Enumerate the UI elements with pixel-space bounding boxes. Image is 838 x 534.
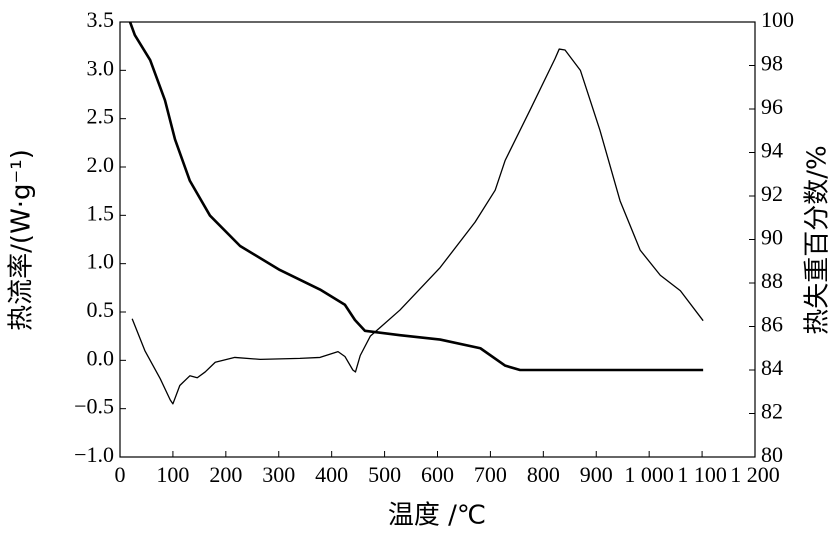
y2-tick-label: 90 [761,225,783,250]
x-tick-label: 200 [209,462,242,487]
y-tick-label: 3.5 [87,7,115,32]
y2-tick-label: 86 [761,312,783,337]
x-tick-label: 800 [527,462,560,487]
x-tick-label: 1 000 [624,462,674,487]
x-tick-label: 500 [368,462,401,487]
y2-axis-label: 热失重百分数/% [803,145,833,334]
x-tick-label: 700 [474,462,507,487]
y2-tick-label: 94 [761,138,783,163]
data-line [131,48,704,405]
y-tick-label: 1.0 [87,249,115,274]
x-tick-label: 600 [421,462,454,487]
y2-tick-label: 82 [761,399,783,424]
y-tick-label: 2.5 [87,104,115,129]
x-tick-label: 300 [262,462,295,487]
y2-tick-label: 88 [761,268,783,293]
y-tick-label: 2.0 [87,152,115,177]
y-axis-label: 热流率/(W·g⁻¹) [7,149,37,331]
y2-tick-label: 92 [761,181,783,206]
y-tick-label: −1.0 [74,442,114,467]
data-line [128,21,704,372]
x-tick-label: 1 100 [677,462,727,487]
y-tick-label: 0.0 [87,345,115,370]
y-tick-label: 3.0 [87,55,115,80]
y-tick-label: 1.5 [87,200,115,225]
y2-tick-label: 80 [761,442,783,467]
x-axis-label: 温度 /℃ [388,501,486,531]
x-tick-label: 100 [156,462,189,487]
y2-tick-label: 100 [761,7,794,32]
x-tick-label: 0 [115,462,126,487]
y2-tick-label: 98 [761,51,783,76]
y2-tick-label: 96 [761,94,783,119]
x-tick-label: 1 200 [730,462,780,487]
y2-tick-label: 84 [761,355,783,380]
x-tick-label: 900 [580,462,613,487]
y-tick-label: 0.5 [87,297,115,322]
x-tick-label: 400 [315,462,348,487]
y-tick-label: −0.5 [74,394,114,419]
plot-frame [119,21,756,458]
